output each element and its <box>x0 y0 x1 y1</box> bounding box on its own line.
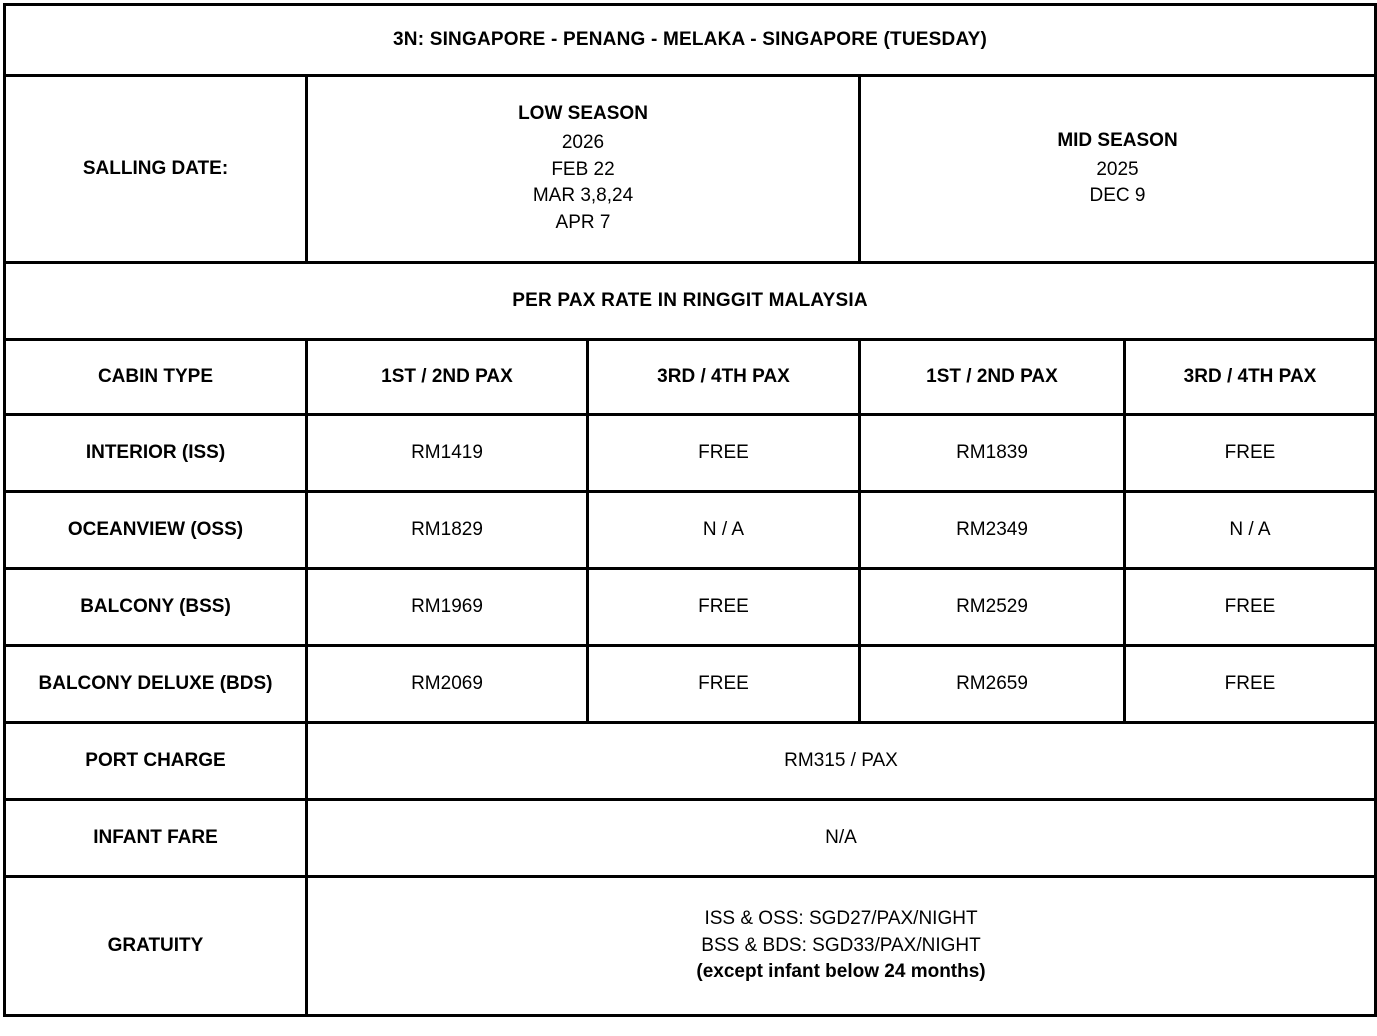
table-row: INTERIOR (ISS) RM1419 FREE RM1839 FREE <box>3 413 1377 493</box>
mid-season-line: DEC 9 <box>1089 185 1146 207</box>
rate-mid-3rd-4th: FREE <box>1122 644 1377 724</box>
low-season-name: LOW SEASON <box>518 102 648 124</box>
mid-season-cell: MID SEASON 2025 DEC 9 <box>857 74 1377 264</box>
sailing-date-label: SALLING DATE: <box>3 74 308 264</box>
gratuity-row: GRATUITY ISS & OSS: SGD27/PAX/NIGHT BSS … <box>3 875 1377 1017</box>
port-charge-row: PORT CHARGE RM315 / PAX <box>3 721 1377 801</box>
infant-fare-row: INFANT FARE N/A <box>3 798 1377 878</box>
low-season-line: MAR 3,8,24 <box>532 185 634 207</box>
port-charge-value: RM315 / PAX <box>304 721 1377 801</box>
title-banner-row: 3N: SINGAPORE - PENANG - MELAKA - SINGAP… <box>2 3 1377 77</box>
table-row: BALCONY DELUXE (BDS) RM2069 FREE RM2659 … <box>3 644 1377 724</box>
sailing-date-row: SALLING DATE: LOW SEASON 2026 FEB 22 MAR… <box>3 74 1377 264</box>
rate-mid-3rd-4th: N / A <box>1122 490 1377 570</box>
rate-sheet: 3N: SINGAPORE - PENANG - MELAKA - SINGAP… <box>0 3 1377 1036</box>
rate-low-3rd-4th: FREE <box>586 413 861 493</box>
gratuity-details: ISS & OSS: SGD27/PAX/NIGHT BSS & BDS: SG… <box>304 875 1377 1017</box>
gratuity-exception-note: (except infant below 24 months) <box>696 961 986 983</box>
rate-mid-3rd-4th: FREE <box>1122 567 1377 647</box>
low-season-line: 2026 <box>561 131 605 153</box>
rate-mid-1st-2nd: RM1839 <box>858 413 1126 493</box>
mid-season-name: MID SEASON <box>1057 129 1178 151</box>
cabin-type-label: OCEANVIEW (OSS) <box>3 490 308 570</box>
rate-low-1st-2nd: RM2069 <box>305 644 589 724</box>
infant-fare-label: INFANT FARE <box>3 798 308 878</box>
infant-fare-value: N/A <box>304 798 1377 878</box>
table-row: BALCONY (BSS) RM1969 FREE RM2529 FREE <box>3 567 1377 647</box>
rate-low-1st-2nd: RM1969 <box>305 567 589 647</box>
port-charge-label: PORT CHARGE <box>3 721 308 801</box>
low-season-cell: LOW SEASON 2026 FEB 22 MAR 3,8,24 APR 7 <box>305 74 861 264</box>
cabin-type-label: INTERIOR (ISS) <box>3 413 308 493</box>
section-banner-row: PER PAX RATE IN RINGGIT MALAYSIA <box>2 261 1377 341</box>
rate-mid-1st-2nd: RM2349 <box>858 490 1126 570</box>
low-season-line: FEB 22 <box>551 158 615 180</box>
table-row: OCEANVIEW (OSS) RM1829 N / A RM2349 N / … <box>3 490 1377 570</box>
low-season-line: APR 7 <box>555 212 611 234</box>
column-header-mid-3rd-4th: 3RD / 4TH PAX <box>1122 338 1377 416</box>
column-header-low-1st-2nd: 1ST / 2ND PAX <box>305 338 589 416</box>
mid-season-line: 2025 <box>1096 158 1139 180</box>
rate-low-1st-2nd: RM1829 <box>305 490 589 570</box>
rate-low-3rd-4th: FREE <box>586 567 861 647</box>
gratuity-line-bss-bds: BSS & BDS: SGD33/PAX/NIGHT <box>701 934 981 956</box>
column-header-cabin-type: CABIN TYPE <box>3 338 308 416</box>
cabin-type-label: BALCONY (BSS) <box>3 567 308 647</box>
column-header-mid-1st-2nd: 1ST / 2ND PAX <box>858 338 1126 416</box>
cabin-type-label: BALCONY DELUXE (BDS) <box>3 644 308 724</box>
rate-mid-1st-2nd: RM2659 <box>858 644 1126 724</box>
gratuity-label: GRATUITY <box>3 875 308 1017</box>
rate-low-1st-2nd: RM1419 <box>305 413 589 493</box>
rate-low-3rd-4th: N / A <box>586 490 861 570</box>
per-pax-rate-banner: PER PAX RATE IN RINGGIT MALAYSIA <box>2 261 1377 341</box>
column-header-low-3rd-4th: 3RD / 4TH PAX <box>586 338 861 416</box>
rate-mid-1st-2nd: RM2529 <box>858 567 1126 647</box>
rate-low-3rd-4th: FREE <box>586 644 861 724</box>
itinerary-title: 3N: SINGAPORE - PENANG - MELAKA - SINGAP… <box>2 3 1377 77</box>
column-header-row: CABIN TYPE 1ST / 2ND PAX 3RD / 4TH PAX 1… <box>3 338 1377 416</box>
gratuity-line-iss-oss: ISS & OSS: SGD27/PAX/NIGHT <box>704 907 978 929</box>
rate-mid-3rd-4th: FREE <box>1122 413 1377 493</box>
cruise-rate-table: 3N: SINGAPORE - PENANG - MELAKA - SINGAP… <box>2 3 1377 1017</box>
